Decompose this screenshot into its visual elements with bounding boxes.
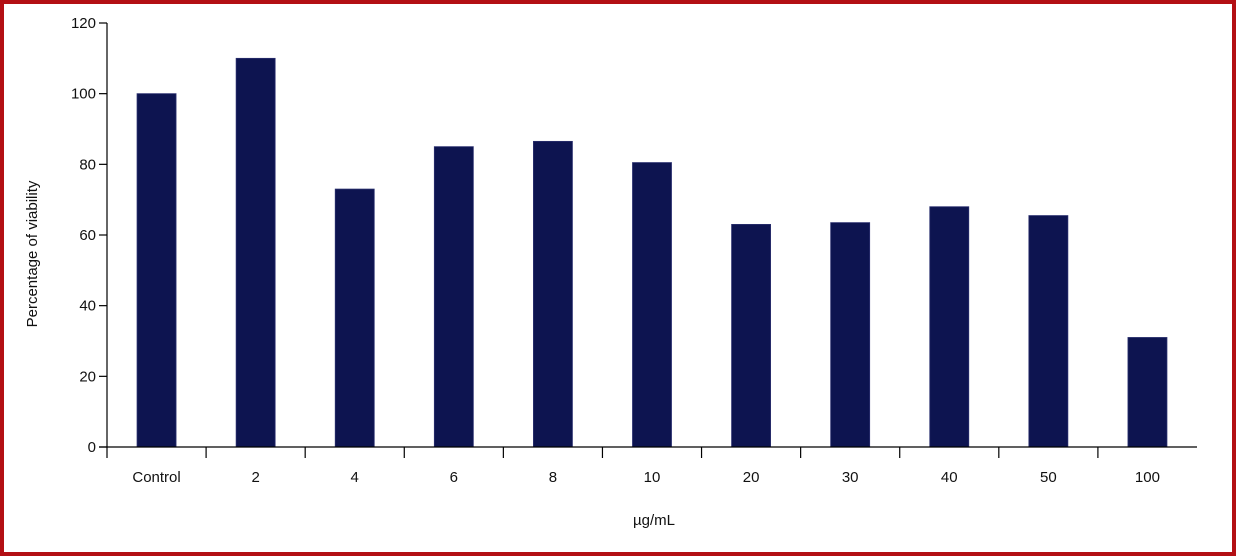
bars-group <box>136 57 1168 448</box>
bar-4 <box>334 188 375 448</box>
y-tick-label: 120 <box>71 15 96 32</box>
x-tick-label: 20 <box>743 469 760 486</box>
x-tick-label: 6 <box>450 469 458 486</box>
x-tick-label: 100 <box>1135 469 1160 486</box>
y-tick-label: 20 <box>79 368 96 385</box>
x-ticks-group: Control 2 4 6 8 10 20 30 40 50 100 <box>132 447 1160 486</box>
y-tick-label: 100 <box>71 86 96 103</box>
x-axis-label: µg/mL <box>633 512 675 529</box>
x-tick-label: 2 <box>251 469 259 486</box>
x-tick-label: 50 <box>1040 469 1057 486</box>
x-tick-label: 4 <box>351 469 359 486</box>
y-tick-label: 0 <box>88 439 96 456</box>
x-tick-label: 30 <box>842 469 859 486</box>
bar-50 <box>1028 215 1069 448</box>
x-tick-label: Control <box>132 469 180 486</box>
x-tick-label: 8 <box>549 469 557 486</box>
axes-group <box>99 23 1197 458</box>
bar-6 <box>433 146 474 448</box>
bar-100 <box>1127 337 1168 448</box>
bar-8 <box>533 140 573 448</box>
y-tick-label: 80 <box>79 156 96 173</box>
bar-control <box>136 93 177 448</box>
x-tick-label: 40 <box>941 469 958 486</box>
bar-40 <box>929 206 970 448</box>
y-tick-label: 40 <box>79 298 96 315</box>
y-ticks-group: 0 20 40 60 80 100 120 <box>71 15 107 456</box>
bar-10 <box>632 162 672 448</box>
x-tick-label: 10 <box>644 469 661 486</box>
y-axis-label: Percentage of viability <box>24 180 41 327</box>
y-tick-label: 60 <box>79 227 96 244</box>
bar-30 <box>830 222 871 448</box>
bar-2 <box>235 57 276 448</box>
bar-20 <box>731 223 771 448</box>
